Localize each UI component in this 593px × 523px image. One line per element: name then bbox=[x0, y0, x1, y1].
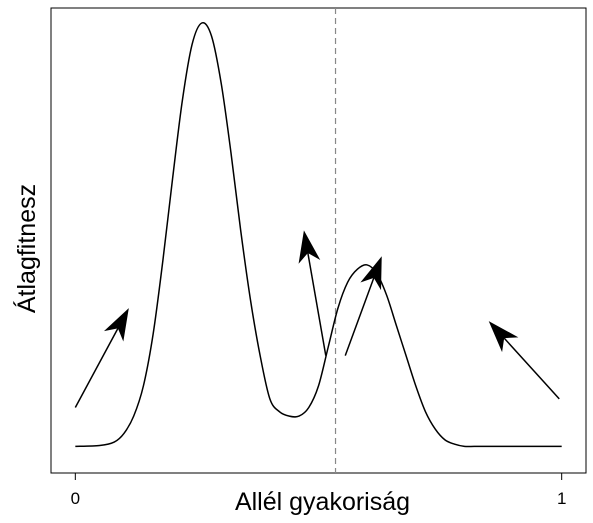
x-tick-label: 0 bbox=[71, 489, 80, 508]
direction-arrow bbox=[74, 308, 129, 408]
plot-frame bbox=[50, 7, 587, 474]
direction-arrow bbox=[488, 321, 560, 400]
direction-arrow bbox=[298, 230, 327, 356]
series-group bbox=[75, 21, 562, 448]
fitness-curve bbox=[75, 21, 562, 448]
direction-arrow bbox=[344, 256, 382, 356]
y-axis-label: Átlagfitnesz bbox=[12, 184, 41, 313]
x-tick-label: 1 bbox=[557, 489, 566, 508]
x-axis-label: Allél gyakoriság bbox=[235, 488, 410, 516]
arrows-group bbox=[74, 230, 560, 408]
